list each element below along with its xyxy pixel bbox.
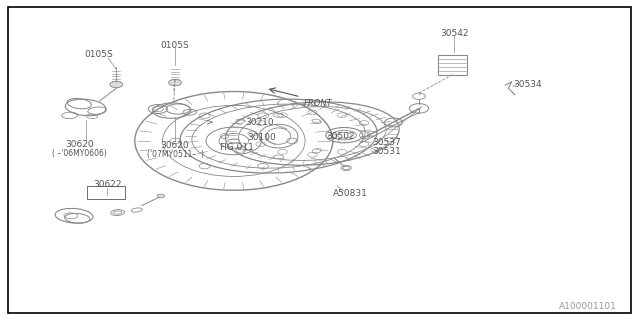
Text: 30531: 30531 [372, 147, 401, 156]
Text: 30100: 30100 [247, 132, 276, 141]
Text: >: > [206, 117, 214, 126]
Text: 30534: 30534 [513, 80, 542, 89]
Bar [438, 55, 467, 75]
Text: ('07MY0511–  ): ('07MY0511– ) [147, 150, 204, 159]
Text: 0105S: 0105S [84, 50, 113, 59]
Text: 0105S: 0105S [161, 41, 189, 50]
Circle shape [157, 194, 165, 198]
Text: 30502: 30502 [326, 132, 355, 140]
Text: 30537: 30537 [372, 138, 401, 147]
Bar [87, 187, 125, 199]
Text: 30620: 30620 [161, 140, 189, 149]
Text: FIG.011: FIG.011 [220, 143, 255, 152]
Circle shape [169, 79, 181, 86]
Text: A100001101: A100001101 [559, 302, 617, 311]
Text: 30622: 30622 [93, 180, 122, 189]
Text: 30210: 30210 [245, 118, 274, 127]
Text: FRONT: FRONT [304, 99, 333, 108]
Text: A50831: A50831 [333, 189, 368, 198]
Circle shape [110, 81, 123, 88]
Text: 30542: 30542 [440, 29, 468, 38]
Text: ( –'06MY0606): ( –'06MY0606) [52, 149, 107, 158]
Text: 30620: 30620 [65, 140, 93, 148]
